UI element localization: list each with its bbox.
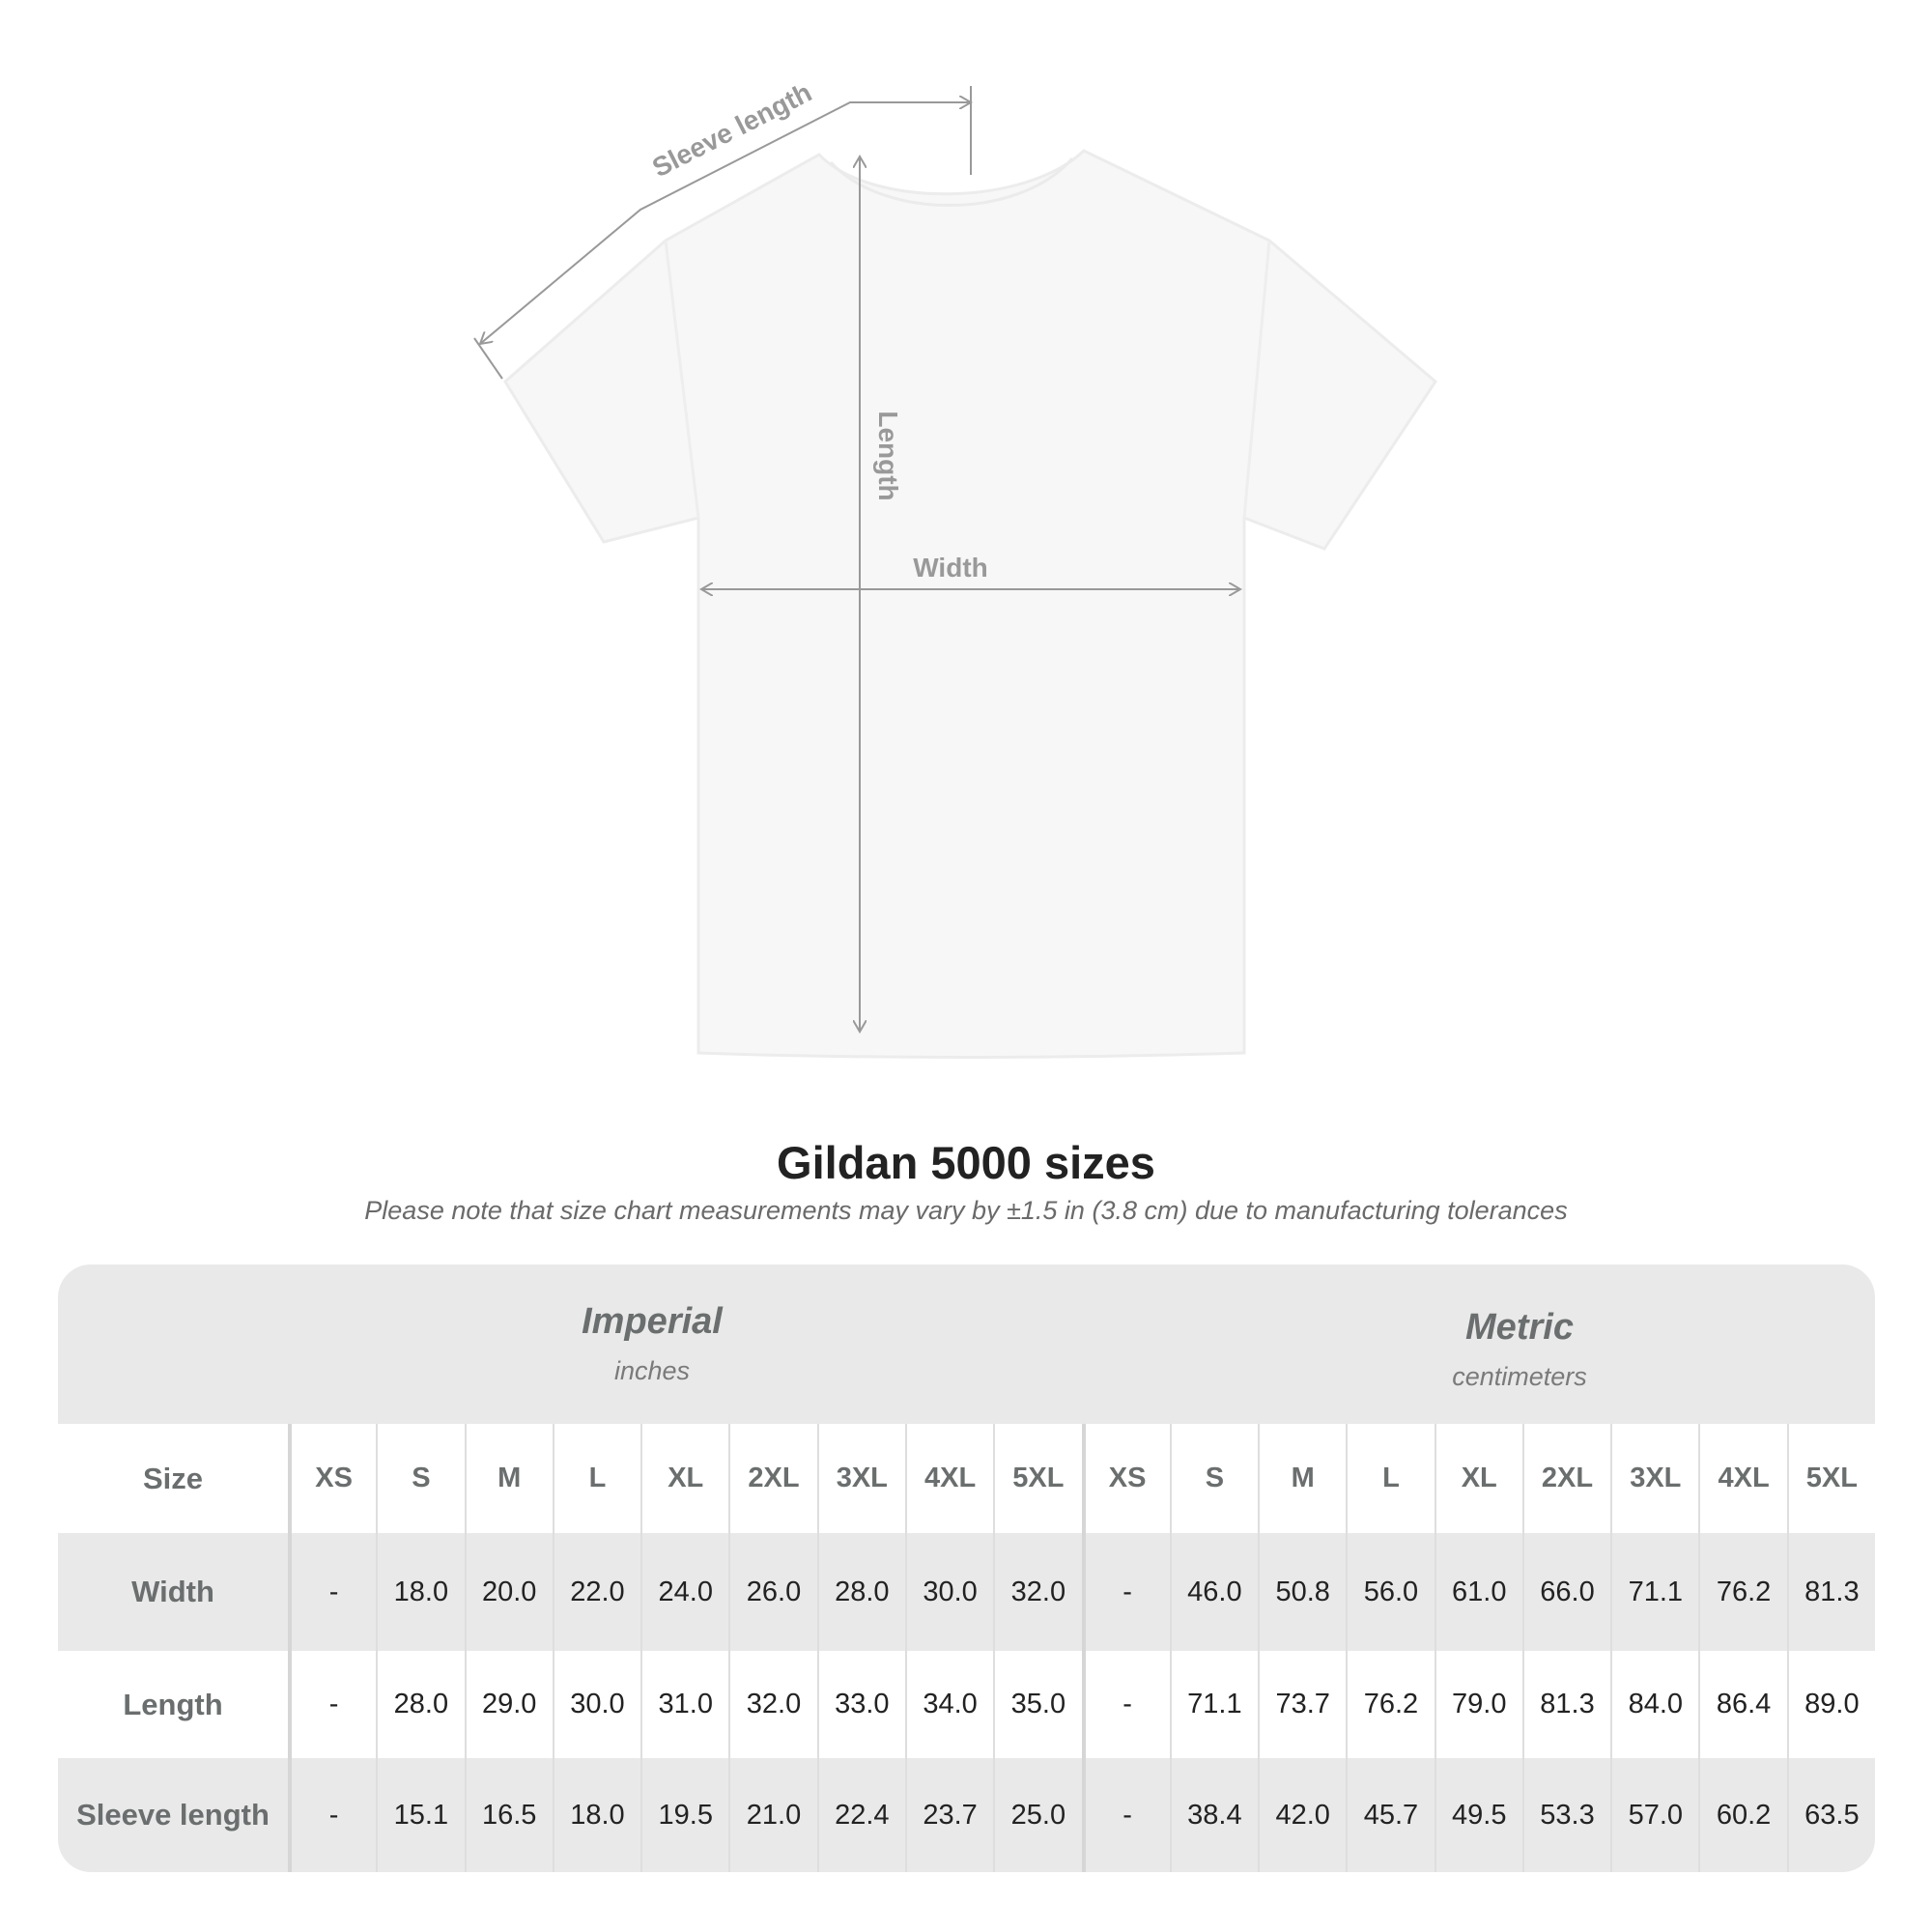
metric-value: 46.0: [1169, 1533, 1258, 1651]
imperial-value: 33.0: [816, 1651, 905, 1758]
metric-value: 53.3: [1521, 1758, 1610, 1872]
length-label: Length: [873, 411, 903, 500]
metric-unit: centimeters: [1452, 1362, 1587, 1391]
metric-value: 86.4: [1698, 1651, 1786, 1758]
tolerance-note: Please note that size chart measurements…: [364, 1196, 1568, 1225]
imperial-unit: inches: [613, 1356, 691, 1385]
size-label: Size: [142, 1461, 204, 1495]
metric-value: 49.5: [1434, 1758, 1522, 1872]
imperial-value: 22.4: [816, 1758, 905, 1872]
metric-value: -: [1081, 1651, 1170, 1758]
imperial-value: 32.0: [993, 1533, 1081, 1651]
metric-value: 61.0: [1434, 1533, 1522, 1651]
imperial-value: 30.0: [904, 1533, 993, 1651]
metric-value: -: [1081, 1758, 1170, 1872]
imperial-value: 20.0: [464, 1533, 553, 1651]
imperial-value: 16.5: [464, 1758, 553, 1872]
imperial-value: -: [288, 1651, 376, 1758]
imperial-size-3xl: 3XL: [816, 1424, 905, 1533]
imperial-value: 29.0: [464, 1651, 553, 1758]
table-row-sleeve-length: Sleeve length -15.1 16.5 18.0 19.5 21.0 22.4 23…: [58, 1758, 1875, 1872]
imperial-value: 22.0: [552, 1533, 640, 1651]
imperial-value: 26.0: [728, 1533, 816, 1651]
metric-size-m: M: [1258, 1424, 1346, 1533]
size-table: Imperial inches Metric centimeters Size X…: [58, 1264, 1875, 1872]
page-title: Gildan 5000 sizes: [777, 1137, 1155, 1188]
row-label: Width: [131, 1575, 214, 1608]
imperial-size-2xl: 2XL: [728, 1424, 816, 1533]
table-row-width: Width -18.0 20.0 22.0 24.0 26.0 28.0 30.0 32.0-4…: [58, 1533, 1875, 1651]
metric-size-3xl: 3XL: [1610, 1424, 1698, 1533]
imperial-size-l: L: [552, 1424, 640, 1533]
metric-value: 71.1: [1610, 1533, 1698, 1651]
imperial-value: 32.0: [728, 1651, 816, 1758]
metric-size-2xl: 2XL: [1521, 1424, 1610, 1533]
unit-header: Imperial inches Metric centimeters: [58, 1264, 1875, 1424]
metric-size-xl: XL: [1434, 1424, 1522, 1533]
imperial-header: Imperial inches: [411, 1301, 894, 1386]
metric-value: 38.4: [1169, 1758, 1258, 1872]
metric-value: 79.0: [1434, 1651, 1522, 1758]
imperial-value: 15.1: [376, 1758, 464, 1872]
imperial-value: 21.0: [728, 1758, 816, 1872]
imperial-size-xl: XL: [640, 1424, 728, 1533]
metric-value: 56.0: [1346, 1533, 1434, 1651]
imperial-value: 31.0: [640, 1651, 728, 1758]
imperial-title: Imperial: [582, 1301, 723, 1342]
imperial-size-m: M: [464, 1424, 553, 1533]
size-header-row: Size XS S M L XL 2XL 3XL 4XL 5XL XS S M L XL 2XL 3XL 4XL 5…: [58, 1424, 1875, 1533]
metric-value: 63.5: [1786, 1758, 1875, 1872]
metric-value: 71.1: [1169, 1651, 1258, 1758]
tshirt-shape: [503, 149, 1437, 1059]
imperial-value: 28.0: [376, 1651, 464, 1758]
sleeve-length-arrow: [480, 102, 971, 344]
imperial-size-xs: XS: [288, 1424, 376, 1533]
imperial-size-4xl: 4XL: [904, 1424, 993, 1533]
metric-value: 76.2: [1346, 1651, 1434, 1758]
metric-value: 76.2: [1698, 1533, 1786, 1651]
imperial-value: 18.0: [376, 1533, 464, 1651]
imperial-value: 25.0: [993, 1758, 1081, 1872]
metric-size-l: L: [1346, 1424, 1434, 1533]
imperial-value: 34.0: [904, 1651, 993, 1758]
imperial-value: 19.5: [640, 1758, 728, 1872]
imperial-value: -: [288, 1758, 376, 1872]
imperial-value: 30.0: [552, 1651, 640, 1758]
metric-header: Metric centimeters: [1278, 1307, 1761, 1392]
metric-value: 84.0: [1610, 1651, 1698, 1758]
metric-value: 81.3: [1521, 1651, 1610, 1758]
imperial-value: -: [288, 1533, 376, 1651]
tshirt-diagram: Sleeve length Length Width: [473, 77, 1437, 1059]
metric-value: 50.8: [1258, 1533, 1346, 1651]
metric-size-4xl: 4XL: [1698, 1424, 1786, 1533]
metric-value: 89.0: [1786, 1651, 1875, 1758]
metric-size-s: S: [1169, 1424, 1258, 1533]
imperial-value: 23.7: [904, 1758, 993, 1872]
metric-value: 57.0: [1610, 1758, 1698, 1872]
metric-size-xs: XS: [1081, 1424, 1170, 1533]
metric-value: 60.2: [1698, 1758, 1786, 1872]
metric-value: 66.0: [1521, 1533, 1610, 1651]
imperial-size-5xl: 5XL: [993, 1424, 1081, 1533]
imperial-value: 24.0: [640, 1533, 728, 1651]
metric-value: 73.7: [1258, 1651, 1346, 1758]
metric-size-5xl: 5XL: [1786, 1424, 1875, 1533]
metric-value: 42.0: [1258, 1758, 1346, 1872]
row-label: Sleeve length: [76, 1798, 270, 1832]
metric-title: Metric: [1465, 1307, 1574, 1348]
imperial-size-s: S: [376, 1424, 464, 1533]
width-label: Width: [913, 553, 988, 582]
table-row-length: Length -28.0 29.0 30.0 31.0 32.0 33.0 34.0 35.0-…: [58, 1651, 1875, 1758]
sleeve-length-label: Sleeve length: [647, 77, 816, 184]
metric-value: 45.7: [1346, 1758, 1434, 1872]
imperial-value: 35.0: [993, 1651, 1081, 1758]
metric-value: -: [1081, 1533, 1170, 1651]
imperial-value: 28.0: [816, 1533, 905, 1651]
row-label: Length: [123, 1687, 223, 1721]
metric-value: 81.3: [1786, 1533, 1875, 1651]
imperial-value: 18.0: [552, 1758, 640, 1872]
